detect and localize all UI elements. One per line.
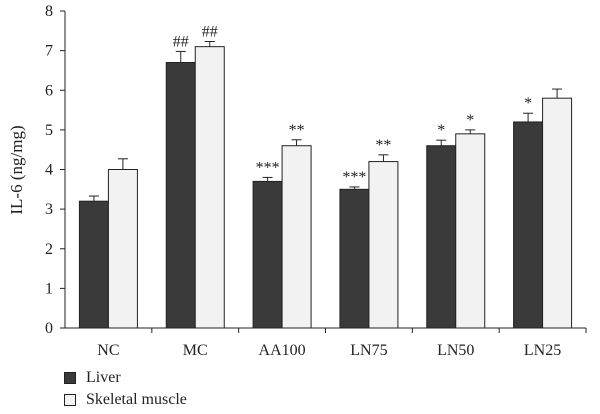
x-tick-label: LN75 xyxy=(350,342,387,359)
y-axis-label: IL-6 (ng/mg) xyxy=(7,125,26,214)
bar-skeletal-muscle-ln75 xyxy=(368,161,399,329)
x-tick-label: LN50 xyxy=(437,342,474,359)
bar-liver-mc xyxy=(165,62,196,329)
x-tick-label: NC xyxy=(97,342,119,359)
significance-annotation: ** xyxy=(289,122,305,139)
y-tick-label: 2 xyxy=(45,241,53,258)
bar-liver-ln25 xyxy=(513,121,544,329)
legend-item-liver: Liver xyxy=(64,369,121,387)
legend-swatch-liver xyxy=(64,372,76,384)
x-tick-label: MC xyxy=(183,342,208,359)
y-tick-label: 3 xyxy=(45,201,53,218)
y-tick-label: 6 xyxy=(45,82,53,99)
x-tick-label: LN25 xyxy=(524,342,561,359)
bar-liver-aa100 xyxy=(252,180,283,329)
legend-swatch-skeletal-muscle xyxy=(64,394,76,406)
significance-annotation: ## xyxy=(173,33,189,50)
bar-liver-ln50 xyxy=(426,145,457,329)
significance-annotation: *** xyxy=(256,159,280,176)
significance-annotation: * xyxy=(524,95,532,112)
legend-item-skeletal-muscle: Skeletal muscle xyxy=(64,391,187,409)
y-tick-label: 0 xyxy=(45,320,53,337)
bar-skeletal-muscle-nc xyxy=(107,169,138,329)
significance-annotation: * xyxy=(437,122,445,139)
legend-label-skeletal-muscle: Skeletal muscle xyxy=(86,391,187,408)
x-tick-label: AA100 xyxy=(259,342,306,359)
y-tick-label: 1 xyxy=(45,280,53,297)
bar-skeletal-muscle-mc xyxy=(194,46,225,329)
significance-annotation: ## xyxy=(202,24,218,41)
y-tick-label: 4 xyxy=(45,162,53,179)
bar-skeletal-muscle-ln25 xyxy=(542,97,573,329)
significance-annotation: * xyxy=(466,112,474,129)
y-tick-label: 5 xyxy=(45,122,53,139)
significance-annotation: *** xyxy=(342,169,366,186)
significance-annotation: ** xyxy=(375,137,391,154)
bar-skeletal-muscle-aa100 xyxy=(281,145,312,329)
y-tick-label: 7 xyxy=(45,43,53,60)
y-tick-label: 8 xyxy=(45,3,53,20)
bar-skeletal-muscle-ln50 xyxy=(455,133,486,329)
legend-label-liver: Liver xyxy=(86,369,121,386)
bar-liver-ln75 xyxy=(339,188,370,329)
bar-liver-nc xyxy=(78,200,109,329)
